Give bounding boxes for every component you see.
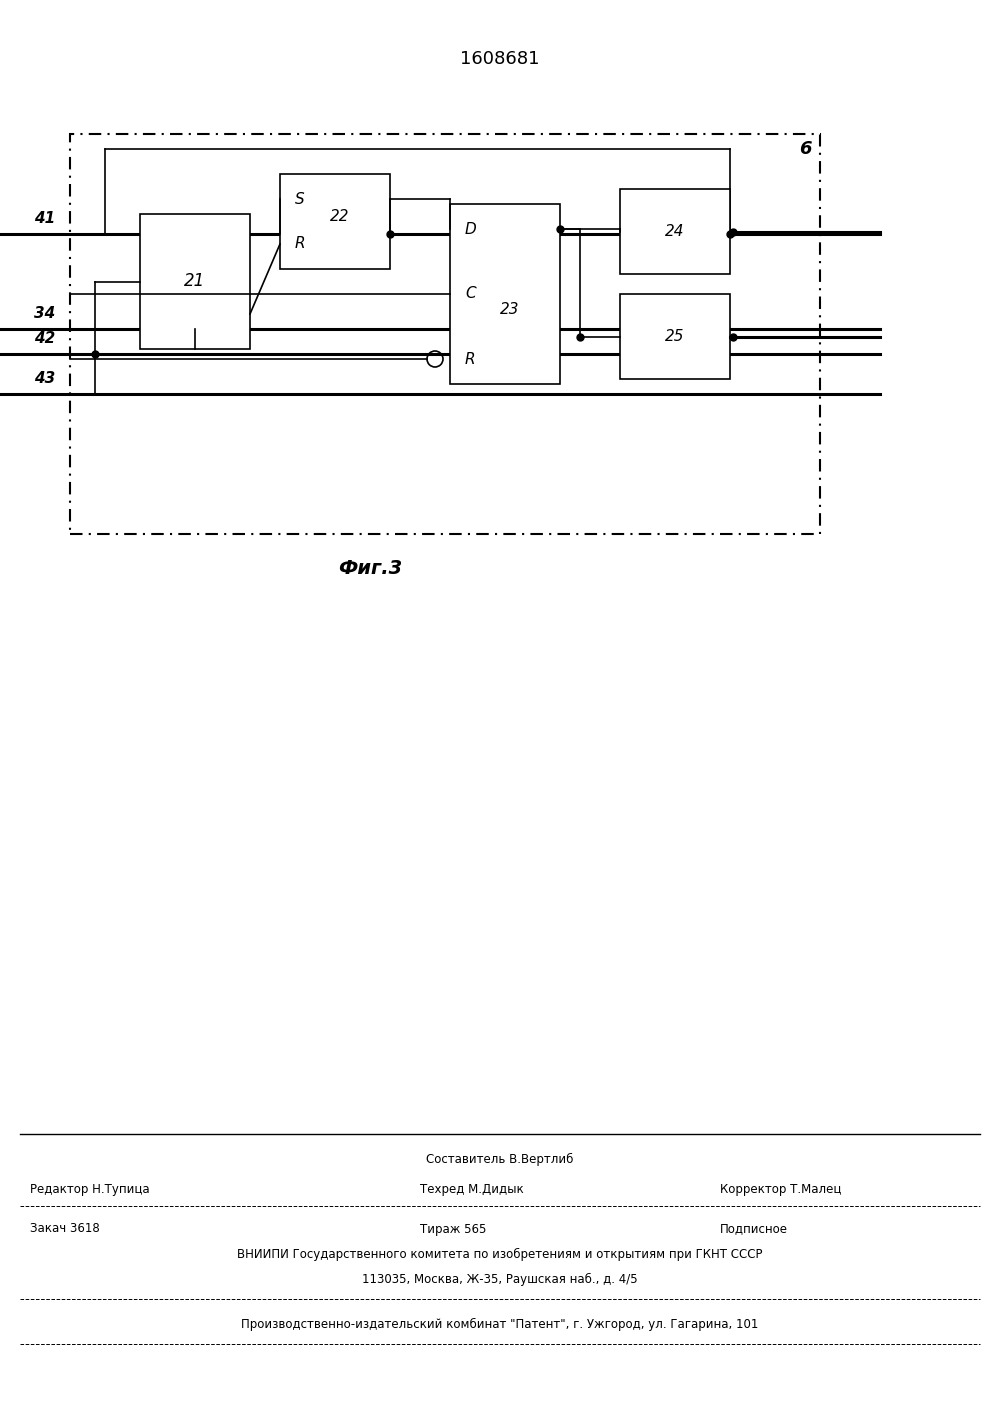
- Text: 1608681: 1608681: [460, 49, 540, 68]
- Text: 25: 25: [665, 329, 685, 344]
- Text: Производственно-издательский комбинат "Патент", г. Ужгород, ул. Гагарина, 101: Производственно-издательский комбинат "П…: [241, 1318, 759, 1331]
- Text: Тираж 565: Тираж 565: [420, 1223, 486, 1236]
- Text: 43: 43: [34, 370, 55, 386]
- Text: S: S: [295, 191, 305, 206]
- Text: 113035, Москва, Ж-35, Раушская наб., д. 4/5: 113035, Москва, Ж-35, Раушская наб., д. …: [362, 1273, 638, 1285]
- Text: Редактор Н.Тупица: Редактор Н.Тупица: [30, 1182, 150, 1195]
- Text: Техред М.Дидык: Техред М.Дидык: [420, 1182, 524, 1195]
- Text: Подписное: Подписное: [720, 1223, 788, 1236]
- Text: 6: 6: [799, 140, 811, 158]
- Text: R: R: [465, 352, 476, 366]
- Text: 42: 42: [34, 331, 55, 346]
- Text: Закач 3618: Закач 3618: [30, 1223, 100, 1236]
- Text: D: D: [465, 222, 477, 236]
- Bar: [140, 214, 250, 349]
- Text: Фиг.3: Фиг.3: [338, 560, 402, 578]
- Text: Составитель В.Вертлиб: Составитель В.Вертлиб: [426, 1152, 574, 1165]
- Text: 34: 34: [34, 305, 55, 321]
- Text: ВНИИПИ Государственного комитета по изобретениям и открытиям при ГКНТ СССР: ВНИИПИ Государственного комитета по изоб…: [237, 1247, 763, 1260]
- Bar: [70, 134, 820, 534]
- Text: C: C: [465, 287, 476, 301]
- Text: 24: 24: [665, 223, 685, 239]
- Text: 21: 21: [184, 273, 206, 290]
- Bar: [450, 204, 560, 385]
- Bar: [280, 174, 390, 269]
- Bar: [620, 294, 730, 379]
- Text: 22: 22: [330, 209, 350, 223]
- Text: Корректор Т.Малец: Корректор Т.Малец: [720, 1182, 841, 1195]
- Bar: [620, 189, 730, 274]
- Text: 23: 23: [500, 301, 520, 317]
- Text: R: R: [295, 236, 306, 252]
- Text: 41: 41: [34, 211, 55, 226]
